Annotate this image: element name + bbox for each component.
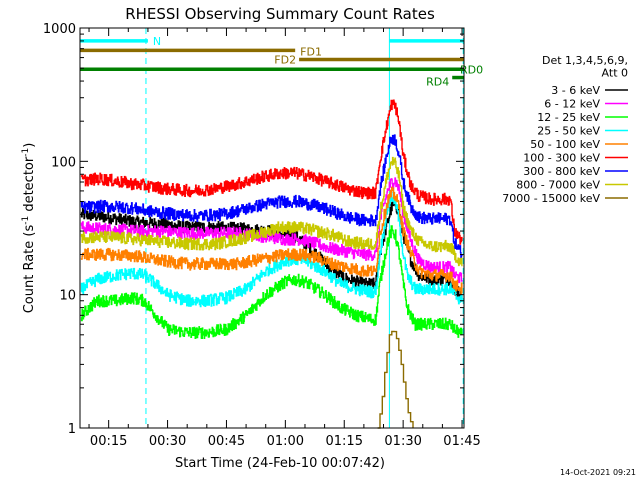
x-tick-label: 01:15 xyxy=(326,434,363,449)
series-line-1 xyxy=(80,177,463,284)
legend-header: Att 0 xyxy=(602,67,628,80)
chart-title: RHESSI Observing Summary Count Rates xyxy=(125,5,435,23)
x-tick-label: 00:30 xyxy=(149,434,186,449)
annotation-label: FD1 xyxy=(300,45,322,58)
legend-label: 12 - 25 keV xyxy=(537,111,600,124)
y-axis-label: Count Rate (s-1 detector-1) xyxy=(21,143,37,314)
annotation-label: FD2 xyxy=(274,54,296,67)
legend-label: 100 - 300 keV xyxy=(523,152,600,165)
y-label-main: Count Rate (s xyxy=(22,225,37,314)
x-tick-label: 01:45 xyxy=(443,434,480,449)
y-label-sup2: -1 xyxy=(21,148,31,157)
series-line-6 xyxy=(80,134,463,260)
series-line-8 xyxy=(377,330,414,429)
legend-header: Det 1,3,4,5,6,9, xyxy=(542,54,628,67)
x-tick-label: 01:30 xyxy=(384,434,421,449)
x-tick-label: 00:15 xyxy=(90,434,127,449)
series-line-7 xyxy=(80,156,463,267)
legend-label: 3 - 6 keV xyxy=(551,84,600,97)
plot-frame xyxy=(79,27,465,429)
y-tick-label: 10 xyxy=(59,289,76,304)
legend-label: 50 - 100 keV xyxy=(530,138,600,151)
annotation-label: RD4 xyxy=(426,76,449,89)
y-tick-label: 1 xyxy=(68,422,76,437)
annotation-label: RD0 xyxy=(460,63,483,76)
annotation-label: N xyxy=(153,35,161,48)
y-label-end: ) xyxy=(22,143,37,148)
x-tick-label: 00:45 xyxy=(208,434,245,449)
y-tick-label: 1000 xyxy=(43,22,76,37)
series-line-3 xyxy=(80,191,463,308)
y-label-sup1: -1 xyxy=(21,216,31,225)
legend-label: 25 - 50 keV xyxy=(537,125,600,138)
series-line-4 xyxy=(80,186,463,295)
legend-label: 7000 - 15000 keV xyxy=(502,192,600,205)
y-tick-label: 100 xyxy=(51,155,76,170)
legend-label: 300 - 800 keV xyxy=(523,165,600,178)
y-label-mid: detector xyxy=(22,156,37,216)
x-tick-label: 01:00 xyxy=(267,434,304,449)
legend-label: 6 - 12 keV xyxy=(544,98,600,111)
series-line-5 xyxy=(80,99,463,245)
x-axis-label: Start Time (24-Feb-10 00:07:42) xyxy=(175,456,385,471)
series-line-2 xyxy=(80,225,463,339)
legend-label: 800 - 7000 keV xyxy=(516,179,600,192)
footer-timestamp: 14-Oct-2021 09:21 xyxy=(560,468,636,477)
